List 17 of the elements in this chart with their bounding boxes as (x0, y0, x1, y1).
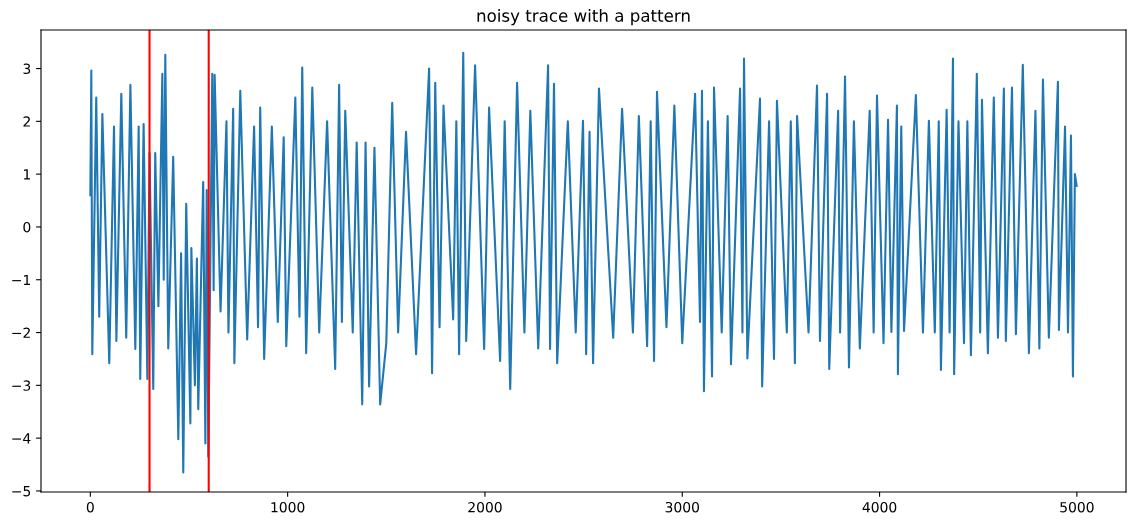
line-series (89, 51, 1078, 474)
x-tick-label: 4000 (862, 501, 897, 513)
x-tick-label: 5000 (1060, 501, 1094, 513)
x-tick-label: 3000 (665, 501, 699, 513)
y-tick-label: 1 (23, 169, 30, 180)
y-tick-label: 2 (23, 116, 30, 127)
chart-title: noisy trace with a pattern (477, 9, 690, 26)
x-tick-label: 0 (86, 501, 94, 513)
y-tick-label: 3 (23, 63, 31, 75)
x-tick-label: 2000 (468, 501, 502, 513)
y-tick-label: −1 (12, 274, 30, 286)
y-tick-label: −4 (12, 433, 31, 444)
y-tick-label: 0 (23, 221, 31, 233)
y-tick-label: −3 (12, 380, 31, 391)
x-tick-label: 1000 (271, 501, 305, 513)
y-tick-label: −5 (12, 486, 31, 497)
y-tick-label: −2 (12, 327, 30, 338)
